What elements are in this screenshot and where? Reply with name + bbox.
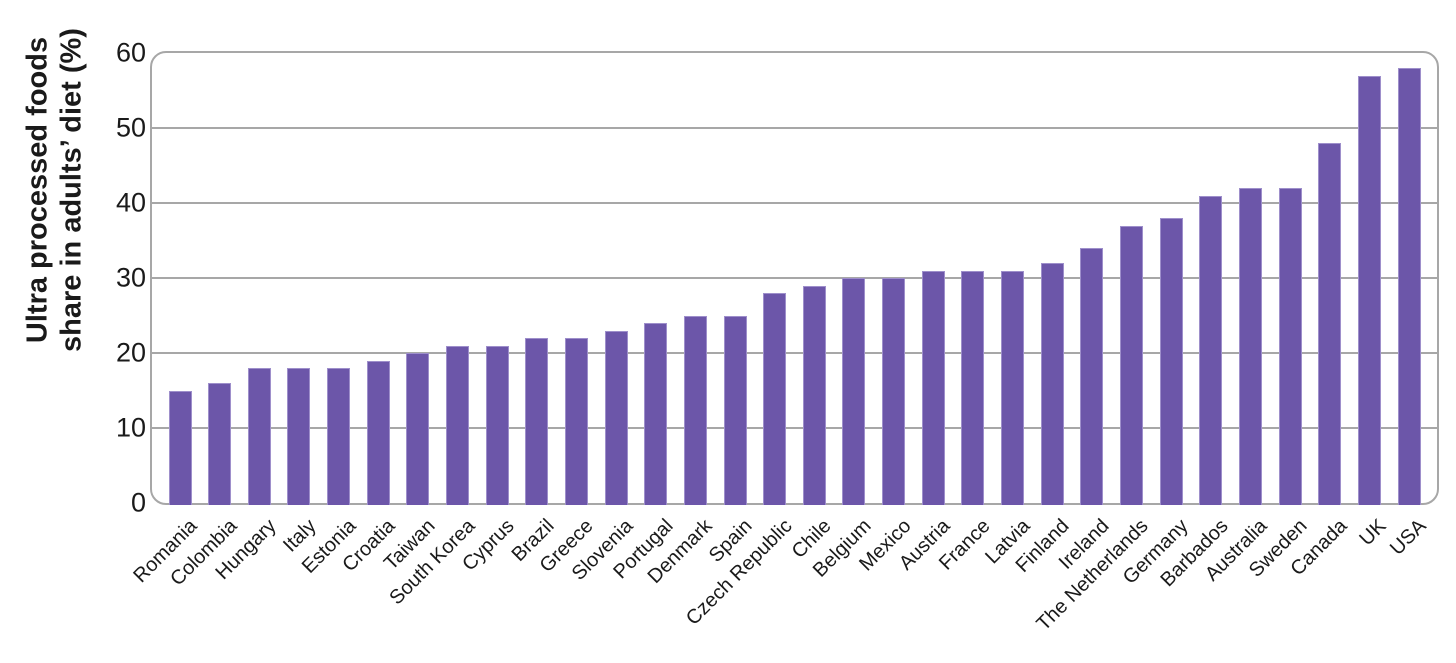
- plot-area: [150, 51, 1439, 505]
- bar-romania: [168, 390, 192, 505]
- bar-barbados: [1199, 195, 1223, 505]
- y-tick-label-10: 10: [115, 412, 146, 443]
- gridline-30: [152, 277, 1437, 279]
- bar-sweden: [1278, 188, 1302, 505]
- y-tick-label-30: 30: [115, 262, 146, 293]
- bar-south-korea: [446, 345, 470, 505]
- bar-colombia: [208, 383, 232, 505]
- y-tick-label-60: 60: [115, 37, 146, 68]
- gridline-10: [152, 427, 1437, 429]
- bar-mexico: [882, 278, 906, 505]
- y-tick-label-50: 50: [115, 112, 146, 143]
- bar-italy: [287, 368, 311, 505]
- y-tick-label-40: 40: [115, 187, 146, 218]
- y-tick-label-20: 20: [115, 337, 146, 368]
- gridline-50: [152, 127, 1437, 129]
- bar-brazil: [525, 338, 549, 505]
- bar-ireland: [1080, 248, 1104, 505]
- gridline-20: [152, 352, 1437, 354]
- bar-finland: [1040, 263, 1064, 505]
- y-axis-title-line1: Ultra processed foods: [21, 36, 54, 344]
- bar-chile: [802, 285, 826, 505]
- bar-belgium: [842, 278, 866, 505]
- bar-canada: [1318, 143, 1342, 505]
- bar-czech-republic: [763, 293, 787, 505]
- bar-cyprus: [485, 345, 509, 505]
- bar-denmark: [683, 315, 707, 505]
- bar-estonia: [327, 368, 351, 505]
- bar-australia: [1238, 188, 1262, 505]
- bar-uk: [1357, 75, 1381, 505]
- y-tick-label-0: 0: [130, 487, 146, 518]
- bar-austria: [921, 270, 945, 505]
- bar-france: [961, 270, 985, 505]
- bar-spain: [723, 315, 747, 505]
- bar-portugal: [644, 323, 668, 505]
- bar-germany: [1159, 218, 1183, 505]
- bar-the-netherlands: [1119, 225, 1143, 505]
- bar-taiwan: [406, 353, 430, 505]
- bar-hungary: [247, 368, 271, 505]
- gridline-40: [152, 202, 1437, 204]
- bar-croatia: [366, 360, 390, 505]
- bar-latvia: [1001, 270, 1025, 505]
- bar-greece: [564, 338, 588, 505]
- bar-usa: [1397, 68, 1421, 505]
- bar-slovenia: [604, 330, 628, 505]
